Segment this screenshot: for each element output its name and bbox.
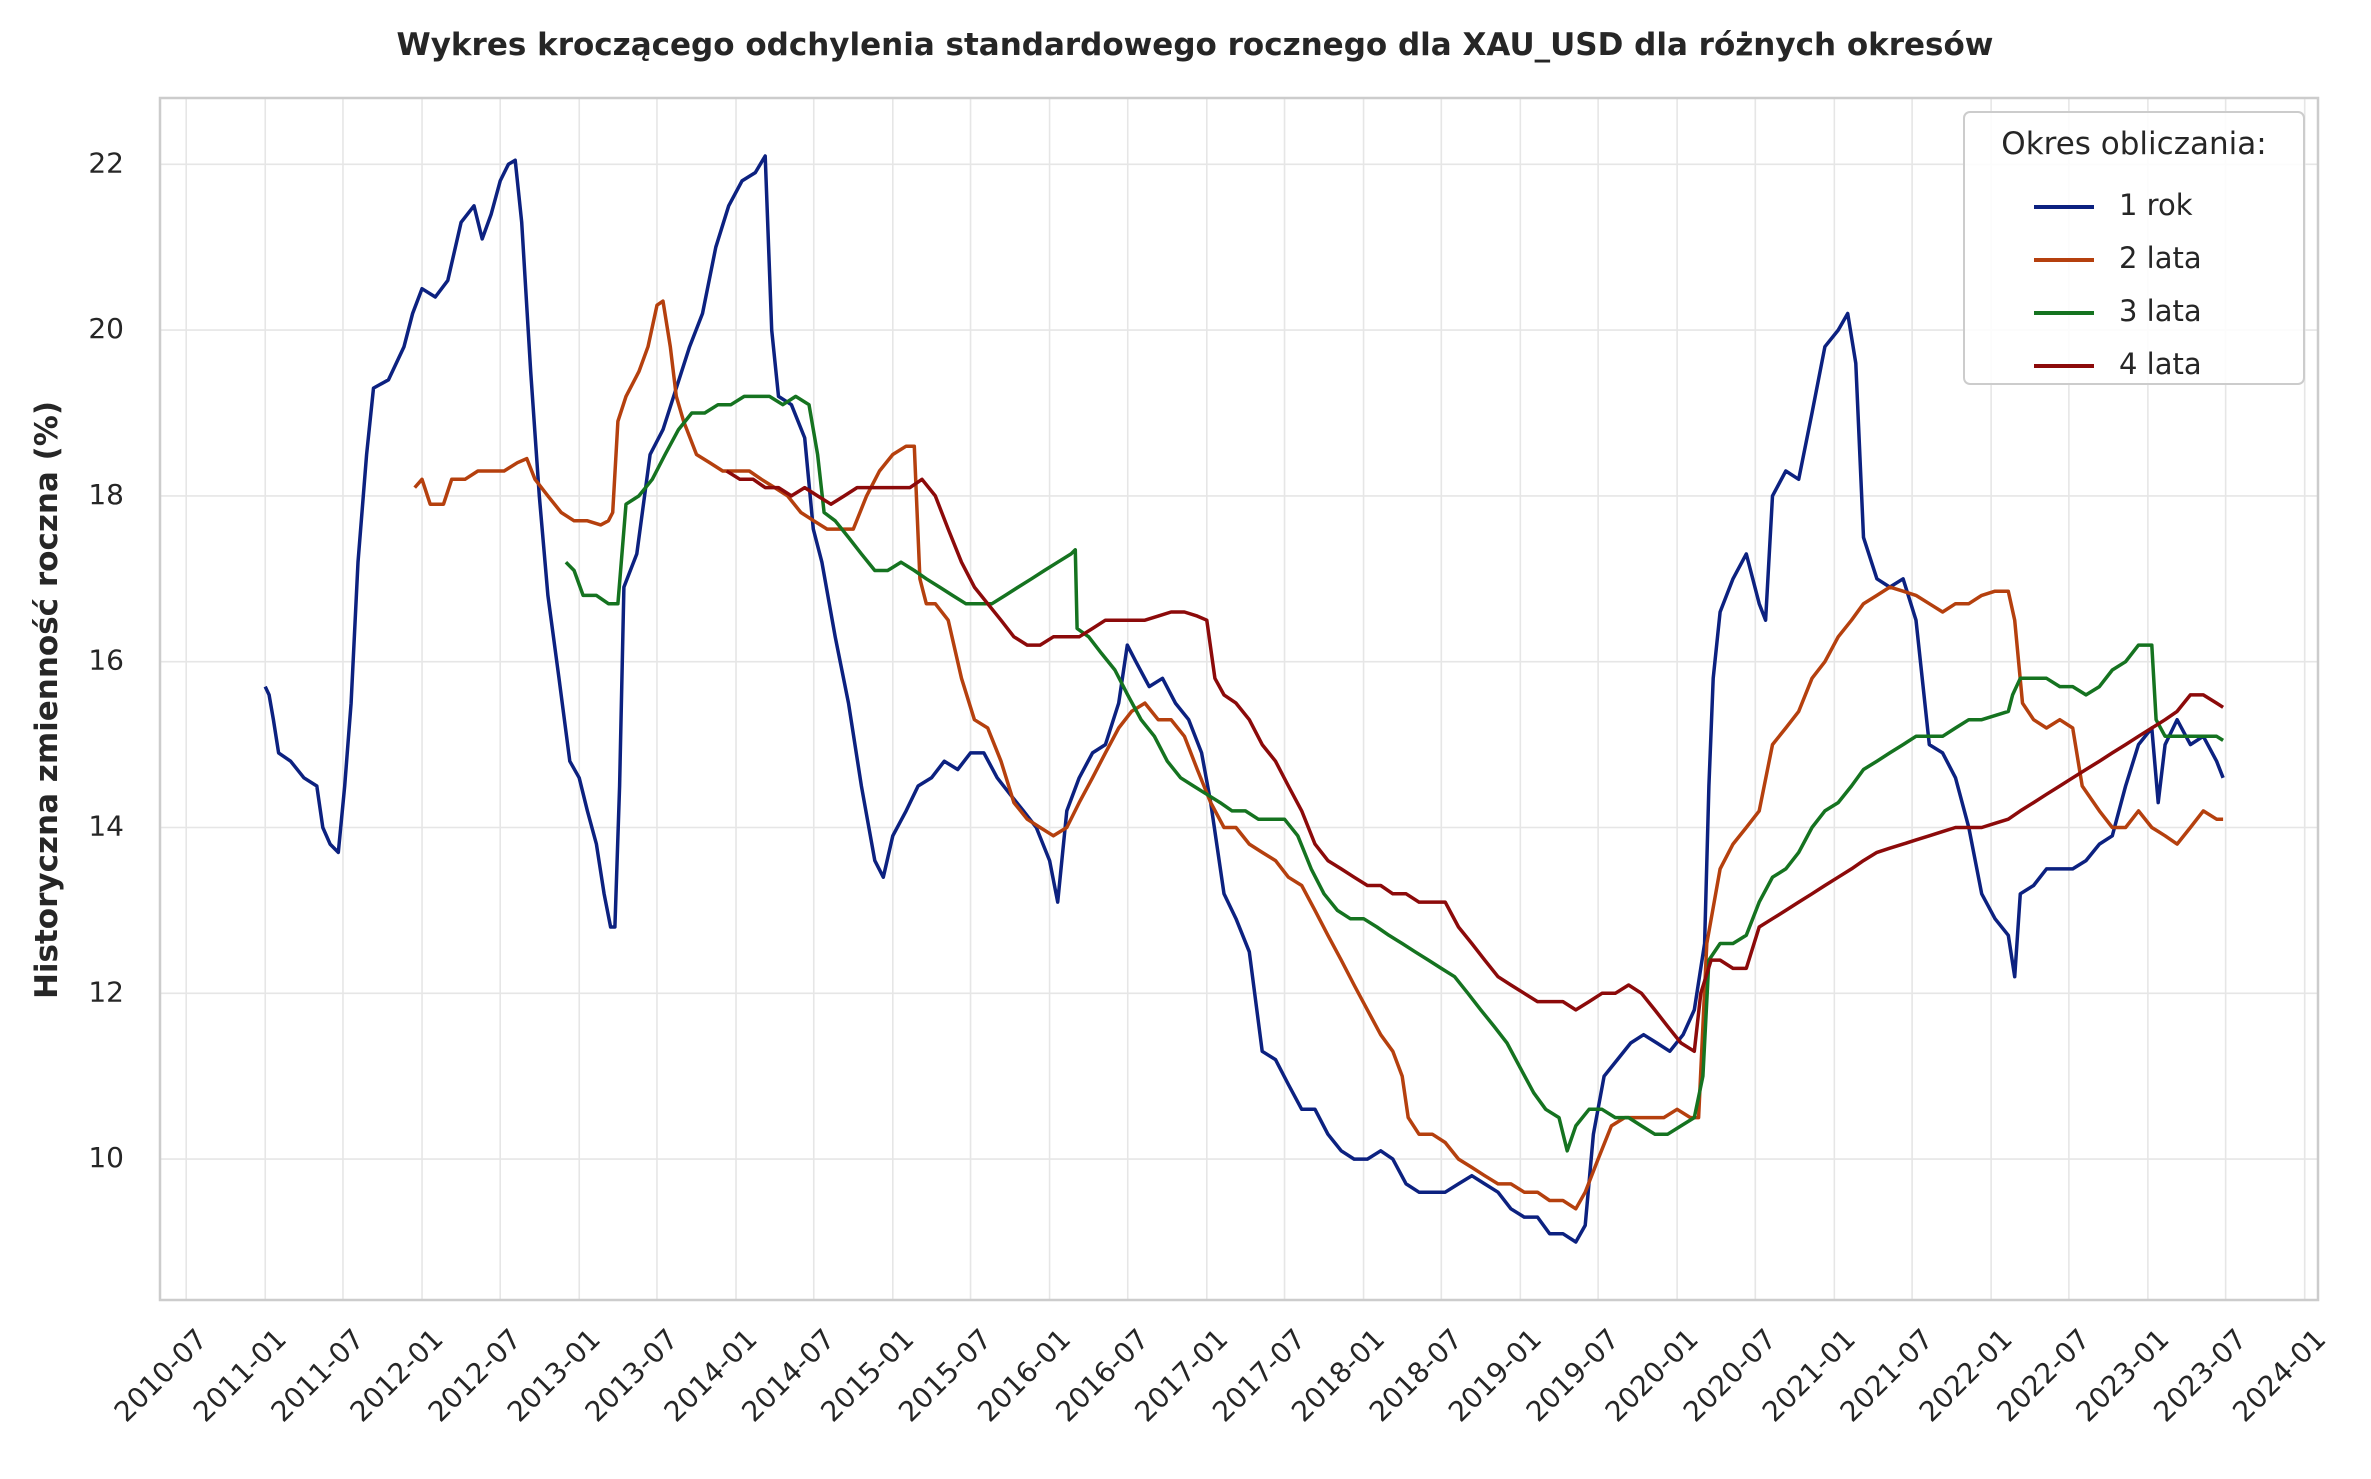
y-tick-label: 22 <box>88 146 124 179</box>
x-axis-ticks: 2010-072011-012011-072012-012012-072013-… <box>108 1322 2333 1428</box>
y-tick-label: 20 <box>88 312 124 345</box>
y-tick-label: 16 <box>88 644 124 677</box>
x-gridlines <box>185 98 2306 1300</box>
series-line-3 <box>564 394 2225 1153</box>
y-tick-label: 10 <box>88 1141 124 1174</box>
legend-title: Okres obliczania: <box>2001 126 2266 162</box>
y-axis-ticks: 10 12 14 16 18 20 22 <box>88 146 124 1174</box>
series-layer <box>263 154 2225 1244</box>
y-tick-label: 12 <box>88 975 124 1008</box>
series-line-1 <box>263 154 2225 1244</box>
plot-frame <box>158 96 2320 1302</box>
legend-label-4: 4 lata <box>2119 347 2202 381</box>
legend-label-2: 2 lata <box>2119 241 2202 275</box>
y-gridlines <box>160 163 2318 1160</box>
y-tick-label: 18 <box>88 478 124 511</box>
legend: Okres obliczania: 1 rok 2 lata 3 lata 4 lat… <box>1963 111 2305 385</box>
y-axis-label: Historyczna zmienność roczna (%) <box>29 401 65 999</box>
series-line-4 <box>725 469 2225 1054</box>
y-tick-label: 14 <box>88 809 124 842</box>
chart-title: Wykres kroczącego odchylenia standardowe… <box>397 27 1994 63</box>
series-line-2 <box>413 299 2224 1211</box>
legend-box <box>1963 111 2305 385</box>
legend-label-3: 3 lata <box>2119 294 2202 328</box>
legend-label-1: 1 rok <box>2119 188 2193 222</box>
